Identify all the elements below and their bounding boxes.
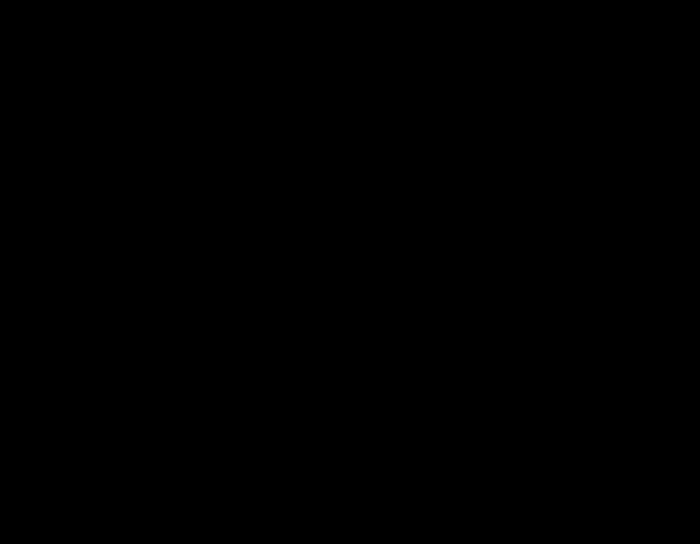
habitable-zone-diagram	[0, 0, 700, 544]
